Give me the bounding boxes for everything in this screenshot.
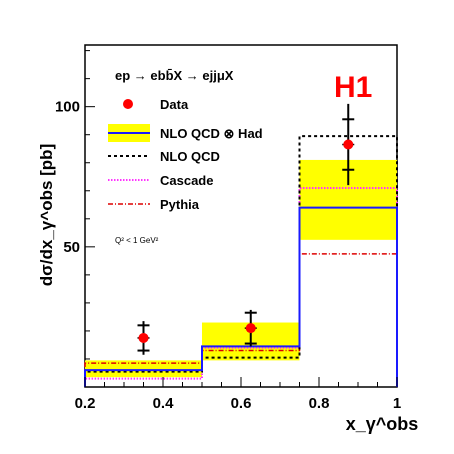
legend-nlo-had-label: NLO QCD ⊗ Had [160,126,263,141]
legend-nlo-label: NLO QCD [160,149,220,164]
x-tick-label: 0.2 [75,395,96,412]
tick-layer: 0.2 0.4 0.6 0.8 1 50 100 [55,50,401,412]
legend: Data NLO QCD ⊗ Had NLO QCD Cascade Pythi… [108,97,263,245]
nlo-histogram [84,135,398,387]
band-bin [85,360,202,378]
data-layer [137,103,355,355]
experiment-label: H1 [334,71,372,104]
legend-cascade-label: Cascade [160,173,213,188]
x-tick-label: 0.6 [231,395,252,412]
data-point [245,323,256,334]
x-tick-label: 0.8 [309,395,330,412]
data-point [138,332,149,343]
x-tick-label: 0.4 [153,395,175,412]
data-point [343,139,354,150]
legend-data-marker [123,99,133,109]
legend-data-label: Data [160,97,189,112]
cut-note: Q² < 1 GeV² [115,236,159,245]
x-tick-label: 1 [393,395,401,412]
band-layer [85,159,397,378]
pythia-histogram [84,253,398,387]
y-axis-title: dσ/dx_γ^obs [pb] [37,144,56,286]
y-tick-label: 100 [55,99,80,116]
x-axis-title: x_γ^obs [346,414,419,434]
cascade-histogram [84,186,398,387]
y-tick-label: 50 [63,239,80,256]
legend-pythia-label: Pythia [160,197,200,212]
process-title: ep → ebb̄X → ejjμX [115,68,234,83]
